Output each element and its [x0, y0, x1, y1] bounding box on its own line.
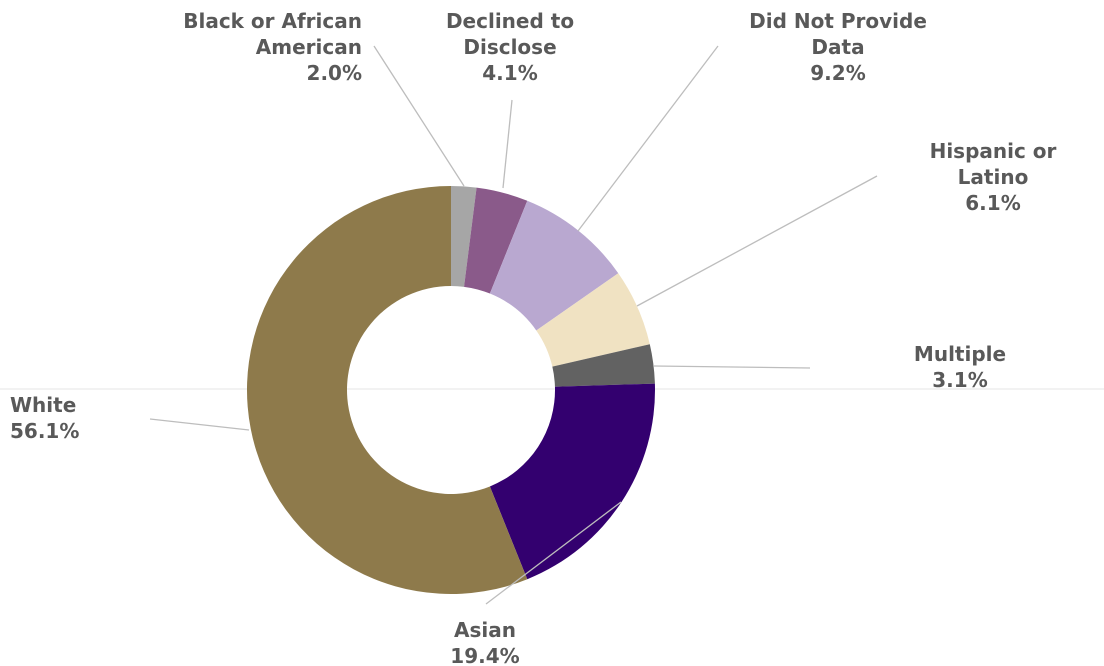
label-line: Hispanic or: [930, 139, 1057, 163]
slice-did-not-provide-data: [489, 200, 619, 331]
donut-slices: [246, 186, 655, 594]
slice-white: [246, 186, 528, 594]
leader-line-black-or-african-american: [373, 45, 465, 187]
data-label-white: White 56.1%: [10, 393, 79, 443]
label-value: 19.4%: [450, 644, 519, 666]
leader-line-declined-to-disclose: [502, 99, 513, 189]
data-label-black-or-african-american: Black or African American 2.0%: [183, 9, 362, 85]
label-line: Multiple: [914, 342, 1006, 366]
label-value: 56.1%: [10, 419, 79, 443]
leader-lines: [149, 45, 878, 605]
data-label-did-not-provide-data: Did Not Provide Data 9.2%: [749, 9, 927, 85]
label-line: White: [10, 393, 76, 417]
leader-line-white: [149, 418, 250, 431]
label-line: Did Not Provide: [749, 9, 927, 33]
data-labels: Black or African American 2.0%Declined to D…: [10, 9, 1057, 666]
leader-line-asian: [485, 501, 622, 605]
label-line: Declined to: [446, 9, 574, 33]
label-value: 9.2%: [810, 61, 865, 85]
slice-declined-to-disclose: [464, 187, 528, 294]
label-line: Asian: [454, 618, 516, 642]
data-label-multiple: Multiple 3.1%: [914, 342, 1006, 392]
leader-line-did-not-provide-data: [577, 45, 719, 232]
leader-line-hispanic-or-latino: [636, 175, 878, 307]
label-value: 6.1%: [965, 191, 1020, 215]
label-value: 4.1%: [482, 61, 537, 85]
label-value: 2.0%: [307, 61, 362, 85]
slice-black-or-african-american: [451, 186, 477, 287]
label-line: American: [256, 35, 362, 59]
label-line: Black or African: [183, 9, 362, 33]
data-label-declined-to-disclose: Declined to Disclose 4.1%: [446, 9, 574, 85]
leader-line-multiple: [653, 365, 811, 369]
label-line: Data: [811, 35, 864, 59]
label-line: Disclose: [463, 35, 556, 59]
data-label-hispanic-or-latino: Hispanic or Latino 6.1%: [930, 139, 1057, 215]
data-label-asian: Asian 19.4%: [450, 618, 519, 666]
slice-multiple: [552, 344, 655, 387]
label-value: 3.1%: [932, 368, 987, 392]
label-line: Latino: [958, 165, 1029, 189]
slice-asian: [489, 383, 655, 580]
slice-hispanic-or-latino: [536, 273, 650, 367]
